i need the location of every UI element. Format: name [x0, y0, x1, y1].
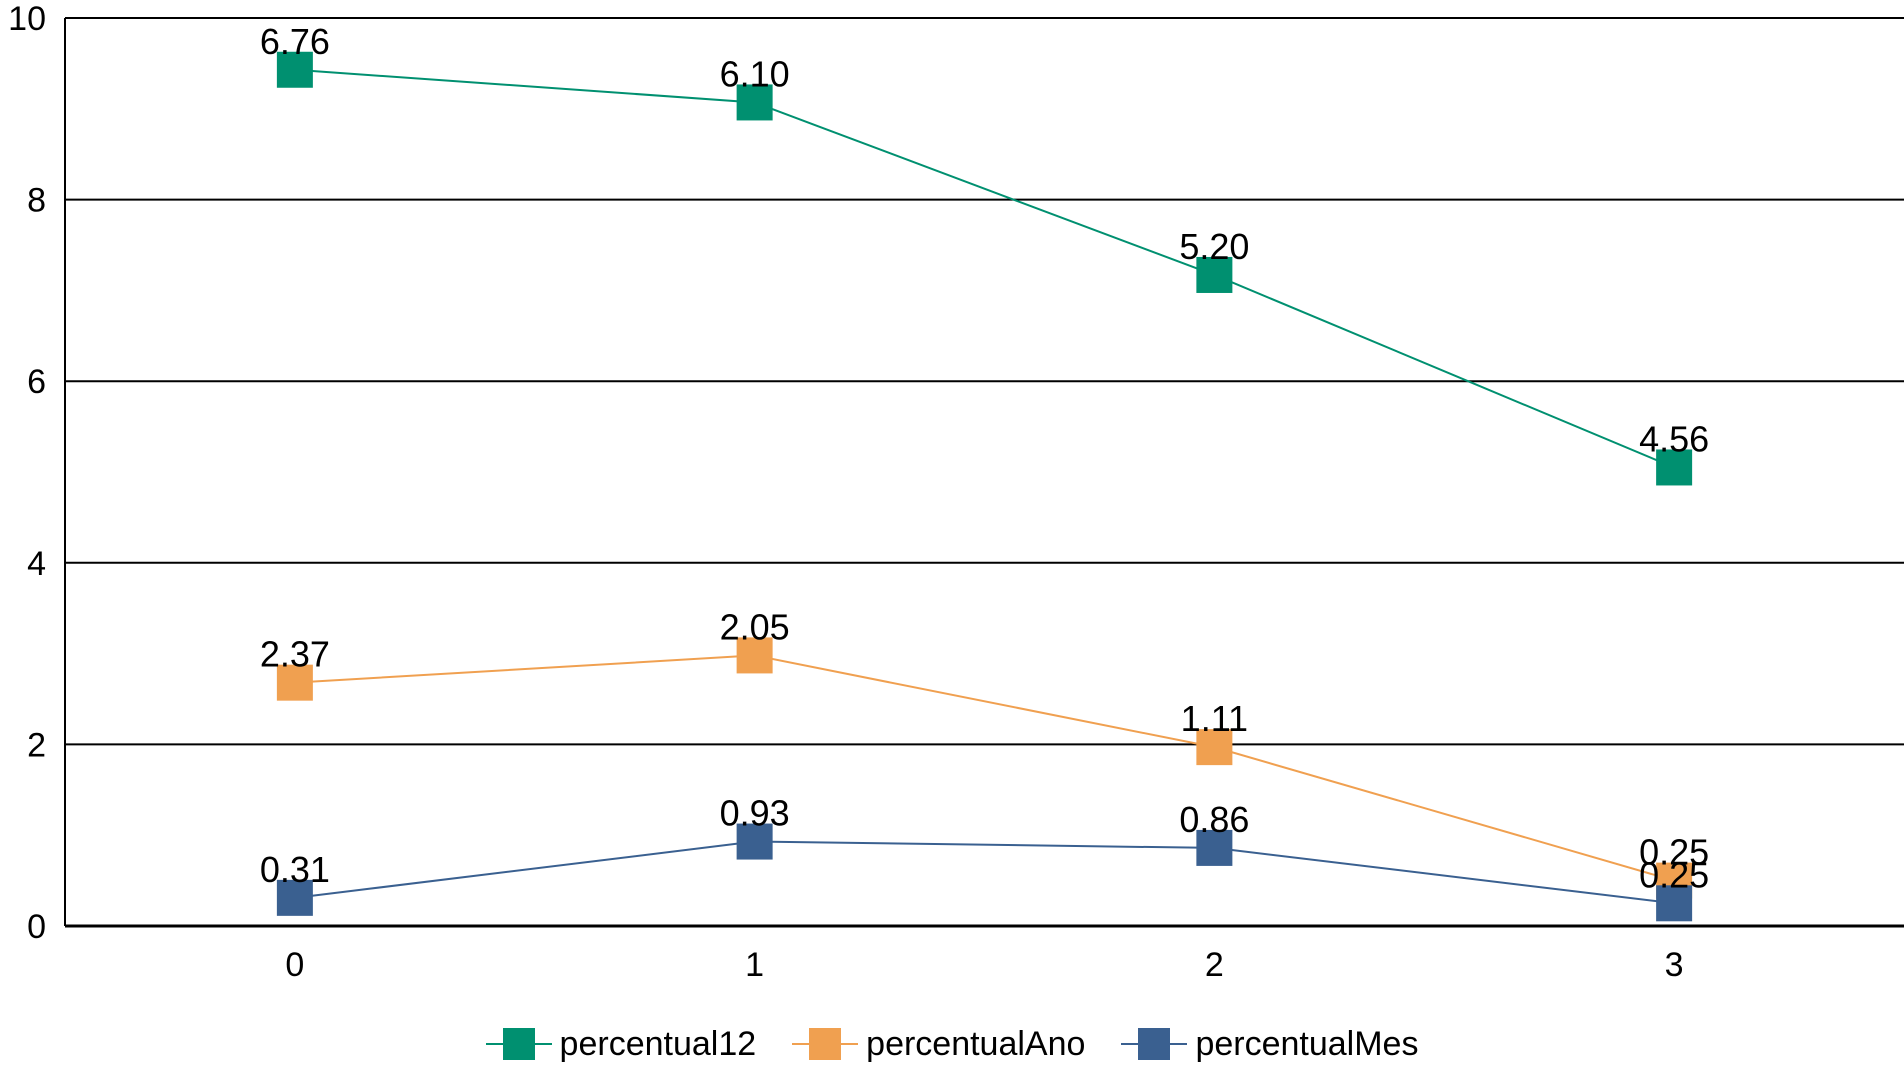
data-labels: 6.76 6.10 5.20 4.56 2.37 2.05 1.11 0.25 0.31 0.93… [260, 21, 1709, 896]
legend-swatch-marker [502, 1028, 535, 1060]
legend-label-percentualAno: percentualAno [866, 1024, 1086, 1063]
y-tick-label-4: 4 [27, 545, 46, 583]
x-tick-label-1: 1 [745, 946, 764, 984]
legend-label-percentual12: percentual12 [559, 1024, 757, 1063]
legend: percentual12 percentualAno percentualMes [0, 1020, 1904, 1068]
series-line-percentualAno [294, 654, 1675, 882]
data-label-percentualMes-0: 0.31 [260, 849, 330, 890]
data-label-percentual12-1: 6.10 [720, 53, 790, 94]
data-label-percentualMes-3: 0.25 [1639, 854, 1709, 895]
series-line-percentual12 [294, 68, 1675, 469]
gridlines [65, 17, 1904, 746]
marker-percentual12-1 [736, 84, 773, 121]
marker-percentual12-0 [276, 51, 313, 88]
y-tick-label-6: 6 [27, 363, 46, 401]
y-tick-label-0: 0 [27, 908, 46, 946]
legend-swatch-percentualAno [792, 1026, 859, 1062]
marker-percentualAno-1 [736, 637, 773, 674]
data-label-percentualAno-0: 2.37 [260, 634, 330, 675]
x-tick-label-0: 0 [285, 946, 304, 984]
legend-label-percentualMes: percentualMes [1195, 1024, 1419, 1063]
series-line-percentualMes [294, 840, 1675, 905]
marker-percentualMes-0 [276, 879, 313, 916]
series-lines [276, 51, 1693, 922]
marker-percentualAno-2 [1196, 729, 1233, 766]
series-percentualAno [276, 637, 1693, 899]
y-tick-label-8: 8 [27, 182, 46, 220]
legend-swatch-marker [1138, 1028, 1171, 1060]
legend-item-percentualAno: percentualAno [792, 1025, 1085, 1064]
data-label-percentualAno-2: 1.11 [1181, 698, 1248, 739]
y-tick-label-10: 10 [8, 0, 46, 38]
legend-swatch-percentual12 [485, 1026, 552, 1062]
data-label-percentual12-0: 6.76 [260, 21, 330, 62]
axes: 0 2 4 6 8 10 0 1 2 3 [8, 0, 1904, 984]
data-label-percentualMes-1: 0.93 [720, 793, 790, 834]
series-percentualMes [276, 823, 1693, 922]
data-label-percentualAno-3: 0.25 [1639, 832, 1709, 873]
y-tick-label-2: 2 [27, 726, 46, 764]
legend-item-percentualMes: percentualMes [1121, 1025, 1418, 1064]
legend-item-percentual12: percentual12 [485, 1024, 757, 1064]
data-label-percentual12-3: 4.56 [1639, 418, 1709, 459]
legend-swatch-marker [809, 1028, 842, 1060]
x-tick-label-3: 3 [1665, 946, 1684, 984]
data-label-percentual12-2: 5.20 [1179, 226, 1249, 267]
marker-percentual12-3 [1656, 449, 1693, 486]
data-label-percentualMes-2: 0.86 [1179, 799, 1249, 840]
legend-swatch-percentualMes [1121, 1026, 1188, 1062]
marker-percentualMes-1 [736, 823, 773, 860]
marker-percentualMes-2 [1196, 829, 1233, 866]
data-label-percentualAno-1: 2.05 [720, 606, 790, 647]
x-tick-label-2: 2 [1205, 946, 1224, 984]
series-percentual12 [276, 51, 1693, 486]
marker-percentualAno-0 [276, 664, 313, 701]
marker-percentualMes-3 [1656, 885, 1693, 922]
line-chart: 0 2 4 6 8 10 0 1 2 3 6.76 6.10 5.20 4.56 2.37 2.05 1.11… [8, 0, 1904, 984]
marker-percentual12-2 [1196, 256, 1233, 293]
